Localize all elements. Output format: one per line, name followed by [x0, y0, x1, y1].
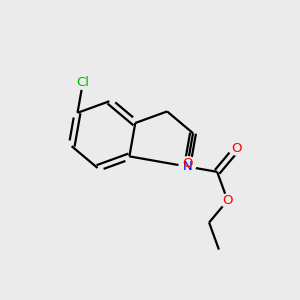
Text: Cl: Cl: [76, 76, 89, 89]
Ellipse shape: [179, 157, 196, 170]
Ellipse shape: [75, 76, 91, 89]
Text: O: O: [232, 142, 242, 155]
Ellipse shape: [179, 160, 195, 173]
Text: O: O: [222, 194, 233, 207]
Text: N: N: [182, 160, 192, 173]
Ellipse shape: [229, 142, 245, 155]
Text: O: O: [182, 157, 193, 170]
Ellipse shape: [219, 194, 236, 207]
